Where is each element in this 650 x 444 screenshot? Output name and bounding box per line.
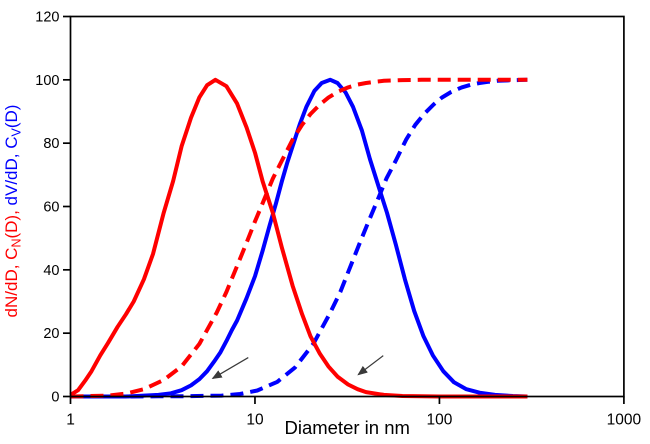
curve-dvdd-solid xyxy=(70,77,528,399)
y-axis-title-segment: (D), xyxy=(2,205,21,238)
y-axis-title-segment: N xyxy=(10,239,24,248)
y-tick-label: 100 xyxy=(35,73,59,89)
y-axis-title-segment: V xyxy=(10,127,24,136)
y-tick-label: 0 xyxy=(51,390,59,406)
y-axis-title-segment: (D) xyxy=(2,105,21,129)
y-axis-title: dN/dD, CN(D), dV/dD, CV(D) xyxy=(2,105,24,318)
y-axis-title-segment: dN/dD, C xyxy=(2,248,21,318)
x-axis-title: Diameter in nm xyxy=(284,417,409,438)
y-tick-label: 40 xyxy=(43,263,59,279)
y-axis-title-segment: dV/dD, C xyxy=(2,136,21,205)
y-tick-label: 120 xyxy=(35,10,59,26)
x-tick-label: 10 xyxy=(246,412,264,429)
y-tick-label: 80 xyxy=(43,136,59,152)
x-tick-label: 100 xyxy=(426,412,452,429)
annotation-arrow xyxy=(357,355,384,376)
curve-dndd-solid xyxy=(69,77,528,399)
y-tick-label: 60 xyxy=(43,200,59,216)
y-tick-label: 20 xyxy=(43,326,59,342)
annotation-arrow xyxy=(211,357,249,380)
curve-cnd-dashed xyxy=(70,77,528,399)
x-tick-label: 1000 xyxy=(607,412,642,429)
x-tick-label: 1 xyxy=(66,412,75,429)
